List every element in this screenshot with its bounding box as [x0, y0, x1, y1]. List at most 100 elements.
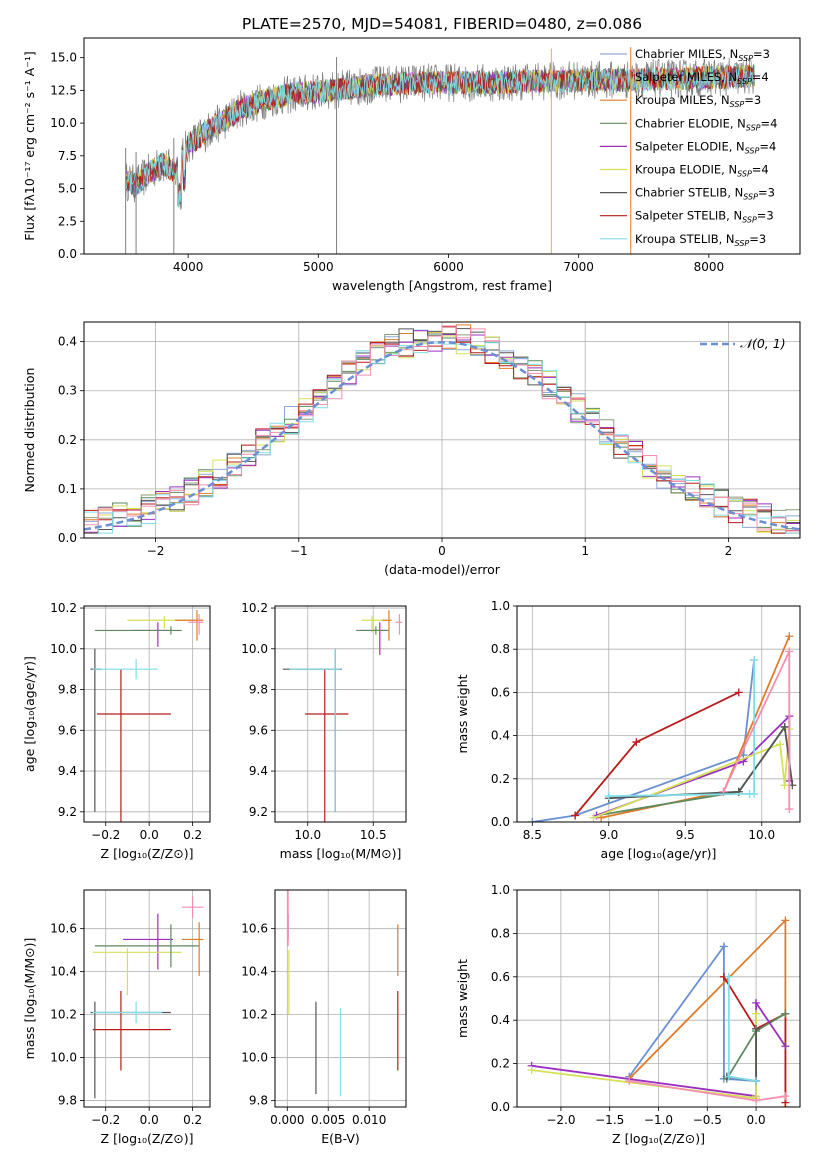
weight-series	[608, 724, 794, 800]
y-tick-label: 9.4	[249, 764, 268, 778]
axes-frame	[83, 605, 211, 823]
x-tick-label: 8.5	[523, 828, 542, 842]
x-tick-label: 0.2	[183, 1113, 202, 1127]
x-tick-label: −0.2	[91, 828, 120, 842]
x-tick-label: −2	[147, 544, 165, 558]
y-tick-label: 0.8	[491, 642, 510, 656]
x-tick-label: 6000	[433, 260, 464, 274]
plus-marker	[527, 1066, 536, 1075]
axes-frame	[83, 321, 801, 539]
x-tick-label: 10.0	[748, 828, 775, 842]
x-tick-label: 4000	[173, 260, 204, 274]
x-tick-label: 5000	[303, 260, 334, 274]
spectrum-series	[125, 64, 755, 208]
y-tick-label: 9.8	[249, 1094, 268, 1108]
weight-series	[722, 651, 791, 809]
panels: 4000 5000 6000 7000 80000.02.55.07.510.012.5…	[22, 37, 801, 1146]
x-tick-label: −1.0	[644, 1113, 673, 1127]
plus-marker	[781, 916, 790, 925]
x-tick-label: 10.5	[360, 828, 387, 842]
legend-label: Kroupa STELIB, NSSP=3	[635, 232, 766, 248]
plus-marker	[752, 1096, 761, 1105]
x-tick-label: 10.0	[294, 828, 321, 842]
y-tick-label: 0.6	[491, 685, 510, 699]
plus-marker	[625, 1076, 634, 1085]
axes-frame	[83, 889, 211, 1108]
y-tick-label: 9.2	[58, 805, 77, 819]
y-tick-label: 10.0	[50, 116, 77, 130]
plus-marker	[724, 1072, 733, 1081]
y-tick-label: 0.2	[58, 433, 77, 447]
plus-marker	[781, 1042, 790, 1051]
plus-marker	[781, 1009, 790, 1018]
y-tick-label: 10.0	[241, 1051, 268, 1065]
plus-marker	[589, 813, 598, 822]
weight-series	[596, 714, 791, 817]
y-tick-label: 0.0	[58, 247, 77, 261]
y-tick-label: 0.4	[491, 729, 510, 743]
weight-series	[600, 635, 791, 819]
y-tick-label: 10.2	[50, 1008, 77, 1022]
x-tick-label: 0.2	[183, 828, 202, 842]
plot-area	[84, 606, 210, 822]
x-tick-label: −2.0	[546, 1113, 575, 1127]
legend-label: Chabrier MILES, NSSP=3	[635, 47, 770, 63]
plot-area	[275, 606, 406, 822]
y-tick-label: 0.4	[58, 335, 77, 349]
plot-area	[125, 47, 755, 254]
axes-frame	[516, 605, 801, 823]
y-axis-label: Flux [fλ10⁻¹⁷ erg cm⁻² s⁻¹ A⁻¹]	[22, 51, 37, 240]
legend-label: Chabrier ELODIE, NSSP=4	[635, 116, 777, 132]
y-tick-label: 0.0	[58, 531, 77, 545]
panel-age-vs-mass: 10.0 10.5 9.2 9.4 9.6 9.8 10.0 10.2 mass [log₁₀(…	[241, 601, 407, 861]
y-tick-label: 10.2	[50, 601, 77, 615]
x-tick-label: 0.0	[140, 1113, 159, 1127]
y-tick-label: 10.0	[50, 642, 77, 656]
y-tick-label: 1.0	[491, 599, 510, 613]
x-tick-label: 0.0	[140, 828, 159, 842]
x-axis-label: age [log₁₀(age/yr)]	[601, 846, 717, 861]
figure-title: PLATE=2570, MJD=54081, FIBERID=0480, z=0…	[242, 15, 642, 33]
panel-mass-weight-vs-age: 8.5 9.0 9.5 10.0 0.0 0.2 0.4 0.6 0.8 1.0 age [log₁…	[455, 599, 801, 861]
plus-marker	[780, 781, 789, 790]
y-tick-label: 9.8	[58, 1094, 77, 1108]
plus-marker	[632, 738, 641, 747]
x-tick-label: 9.0	[599, 828, 618, 842]
y-tick-label: 10.0	[241, 642, 268, 656]
plus-marker	[752, 1024, 761, 1033]
panel-age-vs-metallicity: −0.2 0.0 0.2 9.2 9.4 9.6 9.8 10.0 10.2 Z [log₁₀(Z…	[22, 601, 211, 861]
y-tick-label: 0.0	[491, 1100, 510, 1114]
y-tick-label: 0.4	[491, 1013, 510, 1027]
y-tick-label: 10.4	[50, 965, 77, 979]
y-tick-label: 0.0	[491, 815, 510, 829]
panel-residuals: −2 −1 0 1 2 0.0 0.1 0.2 0.3 0.4 (data-model)/error…	[22, 321, 801, 577]
weight-series	[723, 976, 787, 1103]
legend-label: 𝒩(0, 1)	[740, 336, 786, 351]
plus-marker	[752, 1076, 761, 1085]
x-tick-label: 9.5	[676, 828, 695, 842]
x-tick-label: 0.000	[270, 1113, 304, 1127]
axes-frame	[516, 889, 801, 1108]
y-tick-label: 0.3	[58, 384, 77, 398]
legend-label: Kroupa MILES, NSSP=3	[635, 93, 761, 109]
plus-marker	[785, 805, 794, 814]
axes-frame	[274, 889, 407, 1108]
plot-area	[84, 890, 210, 1107]
weight-series	[596, 726, 786, 817]
y-tick-label: 1.0	[491, 883, 510, 897]
plot-area	[84, 322, 800, 538]
x-axis-label: Z [log₁₀(Z/Z⊙)]	[101, 1131, 194, 1146]
x-axis-label: (data-model)/error	[384, 562, 501, 577]
plus-marker	[752, 998, 761, 1007]
axes-frame	[83, 37, 801, 255]
y-axis-label: mass [log₁₀(M/M⊙)]	[22, 938, 37, 1060]
panel-mass-weight-vs-metallicity: −2.0 −1.5 −1.0 −0.5 0.0 0.0 0.2 0.4 0.6 0.8 1.0 Z […	[455, 883, 801, 1146]
y-tick-label: 0.2	[491, 772, 510, 786]
y-tick-label: 7.5	[58, 149, 77, 163]
weight-series	[593, 729, 791, 819]
plus-marker	[750, 789, 759, 798]
plus-marker	[724, 972, 733, 981]
legend-label: Salpeter STELIB, NSSP=3	[635, 209, 774, 225]
y-tick-label: 15.0	[50, 51, 77, 65]
